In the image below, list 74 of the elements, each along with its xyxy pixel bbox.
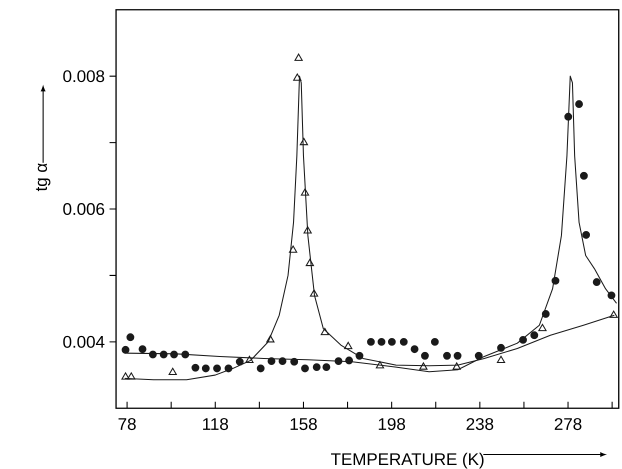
point	[312, 363, 321, 372]
point	[582, 231, 590, 239]
point	[300, 188, 310, 196]
point	[376, 361, 384, 368]
point	[224, 364, 232, 372]
point	[388, 338, 396, 346]
point	[236, 358, 244, 366]
point	[443, 352, 451, 360]
point	[496, 356, 506, 364]
point	[400, 338, 408, 346]
y-axis-title: tg α	[36, 163, 50, 192]
point	[538, 324, 547, 332]
point	[278, 357, 286, 366]
point	[213, 364, 221, 372]
y-tick-label: 0.008	[63, 70, 104, 82]
point	[378, 338, 386, 346]
point	[268, 357, 276, 366]
point	[430, 338, 439, 346]
point	[421, 352, 429, 360]
y-tick-label: 0.004	[63, 336, 104, 348]
point	[293, 74, 302, 81]
point	[148, 350, 157, 358]
x-tick-label: 238	[466, 418, 494, 430]
point	[410, 345, 418, 354]
point	[419, 362, 428, 370]
point	[580, 172, 588, 180]
point	[592, 278, 601, 286]
x-tick-label: 278	[554, 418, 582, 430]
point	[474, 352, 483, 360]
point	[300, 138, 308, 146]
point	[345, 356, 354, 364]
x-tick-label: 118	[203, 418, 228, 430]
x-tick-label: 198	[378, 418, 406, 430]
point	[266, 335, 275, 343]
point	[192, 364, 200, 372]
point	[552, 276, 560, 285]
point	[170, 350, 178, 358]
point	[122, 346, 130, 354]
point	[290, 358, 298, 366]
point	[126, 333, 134, 342]
x-axis-title: TEMPERATURE (K)	[331, 452, 484, 469]
point	[564, 112, 572, 121]
point	[181, 350, 190, 358]
point	[452, 362, 461, 370]
x-tick-label: 78	[118, 418, 136, 430]
point	[256, 364, 265, 372]
point	[322, 363, 330, 372]
point	[138, 345, 146, 354]
point	[530, 331, 538, 340]
point	[288, 246, 298, 253]
point	[121, 372, 130, 380]
point	[497, 344, 505, 352]
point	[310, 289, 318, 297]
x-tick-label: 158	[290, 418, 317, 430]
point	[306, 258, 314, 266]
point	[367, 338, 375, 346]
point	[575, 100, 583, 108]
point	[301, 364, 309, 372]
point	[542, 310, 550, 318]
point	[320, 328, 329, 336]
point	[304, 226, 312, 234]
point	[519, 336, 527, 344]
point	[610, 310, 618, 318]
point	[294, 54, 303, 61]
y-tick-label: 0.006	[63, 203, 104, 216]
point	[454, 352, 462, 360]
point	[127, 372, 136, 380]
point	[202, 364, 210, 372]
point	[344, 342, 352, 350]
point	[356, 352, 364, 360]
point	[245, 356, 254, 364]
point	[160, 350, 168, 358]
point	[168, 368, 177, 376]
point	[334, 357, 342, 366]
